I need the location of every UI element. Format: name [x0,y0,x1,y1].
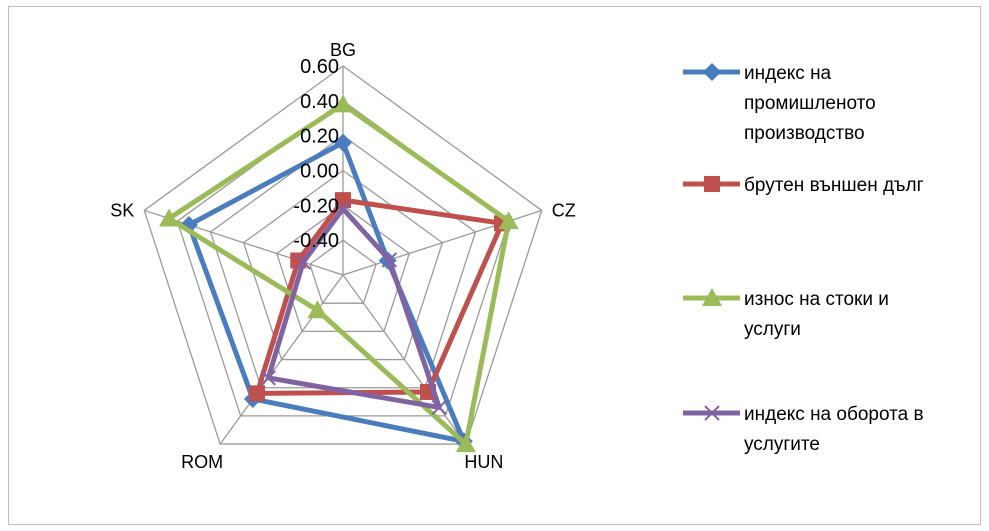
data-point-marker [334,133,352,152]
grid-ring [143,65,543,445]
data-point-marker [159,208,180,227]
legend-label: промишленото [744,93,876,114]
legend-label: услугите [744,434,820,455]
data-point-marker [333,94,353,113]
legend-item: индекс на промишленото производство [683,63,876,144]
data-point-marker [249,385,266,402]
tick-label: -0.40 [293,230,339,252]
tick-label: 0.40 [300,91,339,113]
legend-item: износ на стоки и услуги [683,288,889,340]
legend-label: износ на стоки и [744,289,889,310]
series-line [166,101,512,447]
data-point-marker [455,434,476,453]
series-2 [249,192,511,402]
tick-label: 0.20 [300,126,339,148]
data-point-marker [498,211,519,230]
data-point-marker [307,300,328,319]
data-point-marker [335,201,351,217]
radar-series [159,94,519,453]
category-label: ROM [181,452,223,472]
legend-label: услуги [744,319,801,340]
category-labels: BG CZ HUN ROM SK [110,40,576,472]
data-point-marker [381,252,398,268]
legend-label: брутен външен дълг [744,175,924,196]
grid-ring [242,169,444,361]
data-point-marker [295,254,311,270]
legend-label: индекс на [744,63,832,84]
series-line [265,206,442,410]
tick-label: 0.00 [300,161,339,183]
data-point-marker [703,63,721,81]
legend-label: производство [744,123,865,144]
series-3 [159,94,519,453]
legend: индекс на промишленото производство брутен … [683,63,924,455]
category-label: CZ [552,200,576,220]
legend-label: индекс на оборота в [744,404,924,425]
category-label: BG [330,40,356,60]
legend-item: брутен външен дълг [683,175,924,196]
radial-tick-labels: 0.60 0.40 0.20 0.00 -0.20 -0.40 [293,56,339,252]
category-label: SK [110,200,134,220]
axis-spoke [219,274,344,445]
legend-item: индекс на оборота в услугите [683,404,924,455]
tick-label: -0.20 [293,195,339,217]
series-line [186,140,467,444]
tick-label: 0.60 [300,56,339,78]
data-point-marker [704,405,720,421]
series-4 [260,201,447,416]
data-point-marker [702,288,722,306]
data-point-marker [704,176,720,192]
category-label: HUN [464,452,503,472]
grid-ring [309,239,377,304]
data-point-marker [431,399,447,416]
axis-spoke [342,274,467,445]
data-point-marker [260,370,276,386]
